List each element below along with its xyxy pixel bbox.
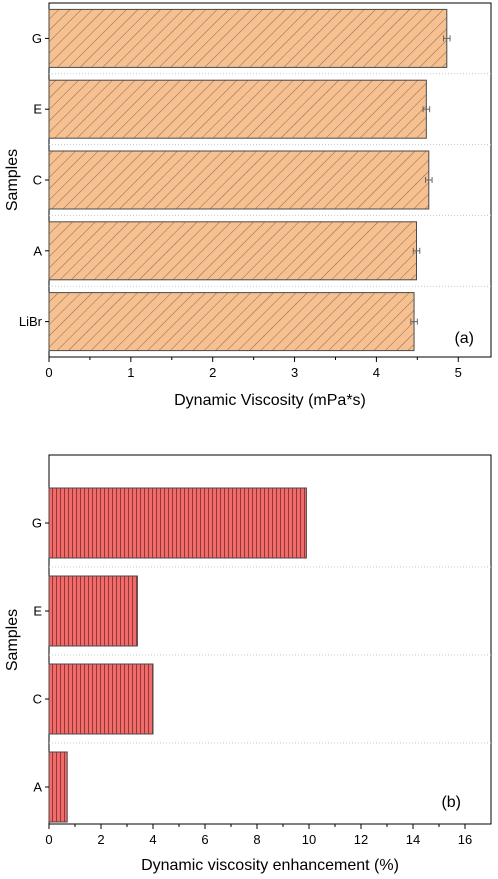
bar-libr xyxy=(48,292,415,352)
bar-e xyxy=(48,79,427,139)
x-tick-label: 8 xyxy=(253,832,260,847)
y-axis-title-b: Samples xyxy=(4,609,21,671)
y-tick-label: C xyxy=(33,173,42,188)
x-tick-label: 12 xyxy=(354,832,368,847)
y-tick-label: G xyxy=(32,516,42,531)
y-tick-labels-b: G E C A xyxy=(32,516,49,795)
x-tick-label: 1 xyxy=(127,365,134,380)
x-tick-label: 0 xyxy=(45,832,52,847)
bars-a xyxy=(48,8,448,352)
bar-a xyxy=(48,221,418,281)
y-axis-title-a: Samples xyxy=(4,149,21,211)
y-tick-label: A xyxy=(33,243,42,258)
y-tick-label: G xyxy=(32,31,42,46)
x-tick-label: 16 xyxy=(458,832,472,847)
y-tick-labels-a: G E C A LiBr xyxy=(19,31,49,329)
x-tick-labels-b: 0 2 4 6 8 10 12 14 16 xyxy=(45,824,472,847)
error-bar-c xyxy=(425,177,433,183)
error-bars-a xyxy=(410,35,451,325)
bar-c xyxy=(48,663,154,735)
y-tick-label: C xyxy=(33,692,42,707)
error-bar-e xyxy=(422,106,431,113)
x-tick-label: 0 xyxy=(45,365,52,380)
error-bar-libr xyxy=(410,318,418,325)
panel-label-b: (b) xyxy=(441,794,461,811)
bar-g xyxy=(48,8,448,68)
x-tick-label: 2 xyxy=(209,365,216,380)
x-axis-title-b: Dynamic viscosity enhancement (%) xyxy=(141,857,399,874)
x-tick-label: 14 xyxy=(406,832,420,847)
bar-e xyxy=(48,575,138,647)
panel-label-a: (a) xyxy=(454,330,474,347)
x-tick-label: 3 xyxy=(291,365,298,380)
x-tick-label: 5 xyxy=(455,365,462,380)
bar-c xyxy=(48,150,430,210)
chart-panel-b: G E C A 0 2 4 6 8 10 12 14 16 Dynamic viscosity enh… xyxy=(4,454,492,874)
chart-panel-a: G E C A LiBr 0 1 2 3 4 5 Dynamic Viscosity (mPa*s… xyxy=(4,2,492,409)
x-tick-label: 6 xyxy=(201,832,208,847)
x-axis-title-a: Dynamic Viscosity (mPa*s) xyxy=(174,392,366,409)
x-tick-label: 10 xyxy=(302,832,316,847)
x-tick-labels-a: 0 1 2 3 4 5 xyxy=(45,357,462,380)
y-tick-label: E xyxy=(33,102,42,117)
y-tick-label: E xyxy=(33,604,42,619)
y-tick-label: LiBr xyxy=(19,314,43,329)
bar-g xyxy=(48,487,307,559)
error-bar-a xyxy=(412,247,421,254)
bars-b xyxy=(48,487,307,823)
y-tick-label: A xyxy=(33,780,42,795)
bar-a xyxy=(48,751,68,823)
error-bar-g xyxy=(443,35,451,42)
x-tick-label: 2 xyxy=(97,832,104,847)
x-tick-label: 4 xyxy=(149,832,156,847)
x-tick-label: 4 xyxy=(373,365,380,380)
